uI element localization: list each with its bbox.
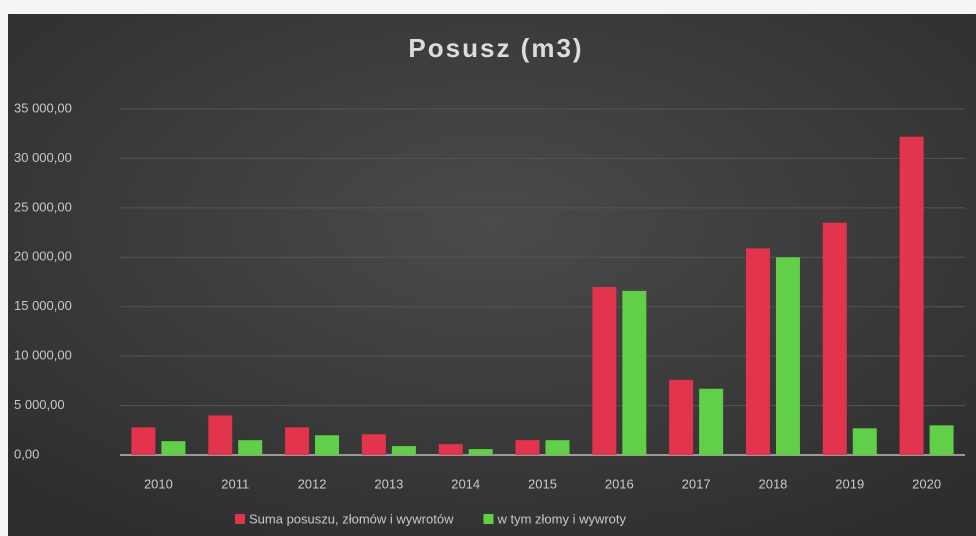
x-tick-label: 2018 [758,476,787,491]
x-tick-label: 2014 [451,476,480,491]
bar [238,440,263,455]
legend-swatch [235,514,245,524]
bar [391,446,416,455]
bar [592,286,617,455]
y-tick-label: 10 000,00 [14,348,72,363]
x-tick-label: 2013 [374,476,403,491]
bar [775,257,800,455]
bar [699,388,724,455]
y-tick-label: 5 000,00 [14,397,65,412]
bar [438,444,463,455]
x-tick-label: 2015 [528,476,557,491]
x-tick-label: 2016 [605,476,634,491]
x-tick-label: 2020 [912,476,941,491]
bar [208,415,233,455]
bar [852,428,877,455]
bar [515,440,540,455]
y-tick-label: 0,00 [14,446,39,461]
bar [315,435,340,455]
legend-label: Suma posuszu, złomów i wywrotów [249,511,454,526]
x-tick-label: 2012 [298,476,327,491]
x-tick-label: 2019 [835,476,864,491]
bar [361,434,386,455]
bar [622,290,647,455]
legend-label: w tym złomy i wywroty [496,511,626,526]
x-tick-label: 2017 [682,476,711,491]
bar [131,427,156,455]
bar [899,136,924,455]
y-tick-label: 25 000,00 [14,199,72,214]
chart-title: Posusz (m3) [408,33,583,63]
x-tick-label: 2010 [144,476,173,491]
bar [285,427,310,455]
legend-swatch [483,514,494,524]
bar [669,379,694,455]
y-tick-label: 15 000,00 [14,298,72,313]
bar [468,449,493,455]
bar [929,425,954,455]
y-tick-label: 20 000,00 [14,249,72,264]
bar [745,248,770,455]
y-tick-label: 35 000,00 [14,100,72,115]
bar [161,441,186,455]
x-tick-label: 2011 [221,476,249,491]
bar [822,222,847,455]
y-tick-label: 30 000,00 [14,150,72,165]
bar [545,440,570,455]
